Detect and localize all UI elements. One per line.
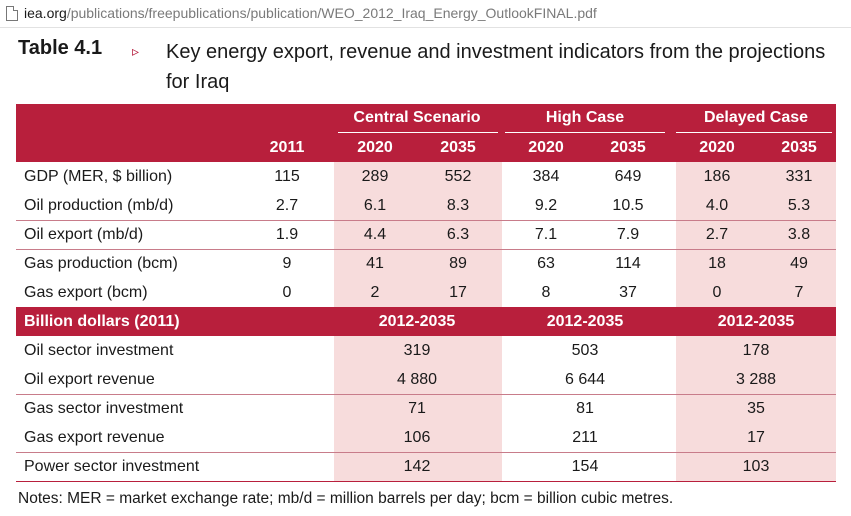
year-header: 2020 [699,139,735,156]
cell-value: 7.9 [616,226,640,243]
row-label: Gas export (bcm) [24,284,148,301]
cell-value: 9.2 [534,197,558,214]
year-header: 2020 [357,139,393,156]
group-high: High Case [545,109,625,126]
cell-value: 0 [712,284,722,301]
cell-value: 6.3 [446,226,470,243]
cell-value: 103 [742,458,770,475]
cell-value: 41 [366,255,384,272]
cell-value: 8 [541,284,551,301]
row-divider [16,452,836,453]
cell-value: 6 644 [564,371,606,388]
cell-value: 649 [614,168,642,185]
year-header: 2035 [440,139,476,156]
cell-value: 503 [571,342,599,359]
page-icon [6,6,18,21]
cell-value: 7.1 [534,226,558,243]
cell-value: 6.1 [363,197,387,214]
row-divider [16,394,836,395]
cell-value: 178 [742,342,770,359]
row-label: Oil sector investment [24,342,174,359]
cell-value: 384 [532,168,560,185]
cell-value: 1.9 [275,226,299,243]
row-divider [16,220,836,221]
row-label: GDP (MER, $ billion) [24,168,173,185]
row-label: Oil production (mb/d) [24,197,174,214]
cell-value: 186 [703,168,731,185]
section-band [16,307,836,336]
table-bottom-border [16,481,836,482]
group-underline [505,132,665,133]
cell-value: 8.3 [446,197,470,214]
cell-value: 3.8 [787,226,811,243]
cell-value: 5.3 [787,197,811,214]
cell-value: 211 [572,429,598,446]
cell-value: 154 [571,458,599,475]
row-label: Gas production (bcm) [24,255,178,272]
cell-value: 81 [576,400,594,417]
row-divider [16,249,836,250]
row-label: Power sector investment [24,458,200,475]
period-header: 2012-2035 [546,313,624,330]
url-path: /publications/freepublications/publicati… [66,5,597,21]
row-label: Gas sector investment [24,400,184,417]
year-header: 2011 [269,139,305,156]
cell-value: 115 [274,168,300,185]
table-header [16,104,836,162]
cell-value: 114 [615,255,641,272]
cell-value: 106 [403,429,431,446]
cell-value: 37 [619,284,637,301]
group-delayed: Delayed Case [703,109,809,126]
group-central: Central Scenario [353,109,481,126]
table-title: Key energy export, revenue and investmen… [166,41,826,93]
cell-value: 9 [282,255,292,272]
group-underline [338,132,498,133]
year-header: 2035 [610,139,646,156]
period-header: 2012-2035 [378,313,456,330]
cell-value: 319 [403,342,431,359]
cell-value: 289 [361,168,389,185]
address-bar[interactable]: iea.org/publications/freepublications/pu… [0,0,851,28]
cell-value: 89 [449,255,467,272]
cell-value: 142 [403,458,431,475]
cell-value: 4 880 [396,371,438,388]
table-notes: Notes: MER = market exchange rate; mb/d … [18,490,674,507]
cell-value: 2 [370,284,380,301]
cell-value: 18 [708,255,726,272]
table-label: Table 4.1 [18,37,103,59]
table-heading: Table 4.1 ▹ Key energy export, revenue a… [18,37,848,97]
url-text[interactable]: iea.org/publications/freepublications/pu… [24,5,597,21]
cell-value: 49 [790,255,808,272]
cell-value: 35 [747,400,765,417]
cell-value: 17 [747,429,765,446]
cell-value: 71 [408,400,426,417]
row-label: Oil export revenue [24,371,155,388]
cell-value: 0 [282,284,292,301]
cell-value: 17 [449,284,467,301]
cell-value: 2.7 [705,226,729,243]
cell-value: 3 288 [735,371,777,388]
row-label: Gas export revenue [24,429,165,446]
cell-value: 7 [794,284,804,301]
data-table: Central Scenario High Case Delayed Case … [16,104,836,482]
section-label: Billion dollars (2011) [24,313,180,330]
cell-value: 331 [785,168,813,185]
period-header: 2012-2035 [717,313,795,330]
year-header: 2035 [781,139,817,156]
cell-value: 10.5 [612,197,644,214]
cell-value: 2.7 [275,197,299,214]
cell-value: 63 [537,255,555,272]
cell-value: 4.4 [363,226,387,243]
group-underline [676,132,832,133]
row-label: Oil export (mb/d) [24,226,144,243]
url-domain: iea.org [24,5,67,21]
cell-value: 552 [444,168,472,185]
year-header: 2020 [528,139,564,156]
cell-value: 4.0 [705,197,729,214]
triangle-marker-icon: ▹ [132,43,140,59]
